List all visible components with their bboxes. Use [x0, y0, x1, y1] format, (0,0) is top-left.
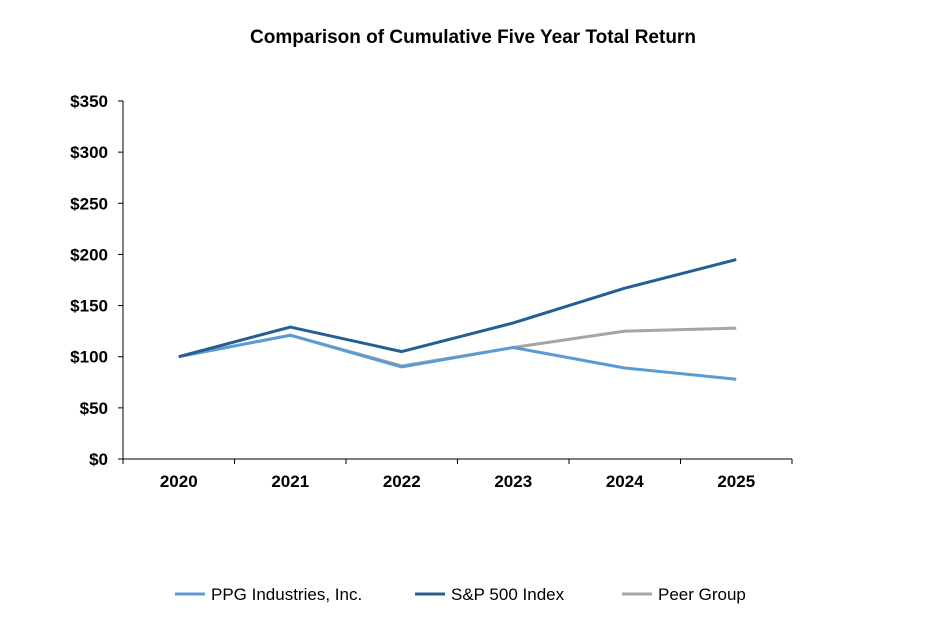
y-tick-label: $300: [70, 143, 108, 162]
legend-label: PPG Industries, Inc.: [211, 585, 362, 604]
y-tick-label: $100: [70, 348, 108, 367]
series-line-0: [178, 333, 737, 381]
x-tick-label: 2022: [383, 472, 421, 491]
x-tick-label: 2021: [271, 472, 309, 491]
y-tick-label: $250: [70, 194, 108, 213]
x-tick-label: 2025: [717, 472, 755, 491]
x-tick-label: 2020: [160, 472, 198, 491]
y-tick-label: $50: [80, 399, 108, 418]
chart-title: Comparison of Cumulative Five Year Total…: [250, 27, 696, 48]
legend-label: S&P 500 Index: [451, 585, 565, 604]
series-line-1: [178, 258, 737, 359]
x-tick-label: 2023: [494, 472, 532, 491]
y-tick-label: $0: [89, 450, 108, 469]
y-tick-label: $200: [70, 245, 108, 264]
y-tick-label: $350: [70, 92, 108, 111]
legend-label: Peer Group: [658, 585, 746, 604]
x-tick-label: 2024: [606, 472, 644, 491]
y-tick-label: $150: [70, 297, 108, 316]
